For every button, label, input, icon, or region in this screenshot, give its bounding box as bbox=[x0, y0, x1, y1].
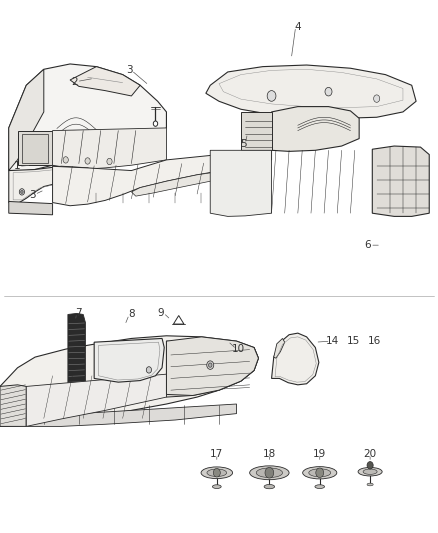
Polygon shape bbox=[210, 150, 272, 216]
Polygon shape bbox=[53, 150, 272, 206]
Circle shape bbox=[213, 469, 220, 477]
Polygon shape bbox=[9, 166, 96, 204]
Polygon shape bbox=[0, 336, 258, 426]
Text: 18: 18 bbox=[263, 449, 276, 459]
Circle shape bbox=[146, 367, 152, 373]
Text: 3: 3 bbox=[29, 190, 36, 199]
Polygon shape bbox=[26, 404, 237, 426]
Polygon shape bbox=[372, 146, 429, 216]
Circle shape bbox=[374, 95, 380, 102]
Polygon shape bbox=[0, 385, 26, 426]
Ellipse shape bbox=[367, 483, 373, 486]
Polygon shape bbox=[68, 313, 85, 392]
Text: 4: 4 bbox=[294, 22, 301, 31]
Circle shape bbox=[325, 87, 332, 96]
Circle shape bbox=[19, 189, 25, 195]
Polygon shape bbox=[166, 337, 258, 395]
Polygon shape bbox=[70, 67, 140, 96]
Circle shape bbox=[85, 158, 90, 164]
Circle shape bbox=[207, 361, 214, 369]
Polygon shape bbox=[94, 338, 164, 382]
Text: 6: 6 bbox=[364, 240, 371, 250]
Polygon shape bbox=[241, 112, 272, 150]
Polygon shape bbox=[206, 65, 416, 118]
Ellipse shape bbox=[264, 484, 275, 489]
Ellipse shape bbox=[212, 485, 221, 488]
Ellipse shape bbox=[358, 467, 382, 476]
Text: 15: 15 bbox=[347, 336, 360, 346]
Text: 3: 3 bbox=[126, 66, 133, 75]
Text: 5: 5 bbox=[240, 139, 247, 149]
Text: 16: 16 bbox=[368, 336, 381, 346]
Text: 14: 14 bbox=[326, 336, 339, 346]
Ellipse shape bbox=[363, 469, 377, 474]
Circle shape bbox=[208, 363, 212, 367]
Circle shape bbox=[21, 190, 23, 193]
Text: 2: 2 bbox=[71, 77, 78, 86]
Polygon shape bbox=[9, 64, 166, 172]
Text: 7: 7 bbox=[75, 308, 82, 318]
Text: 1: 1 bbox=[13, 161, 20, 171]
Ellipse shape bbox=[315, 485, 325, 488]
Circle shape bbox=[63, 157, 68, 163]
Polygon shape bbox=[22, 134, 48, 163]
Ellipse shape bbox=[207, 469, 227, 477]
Polygon shape bbox=[26, 374, 166, 426]
Text: 17: 17 bbox=[210, 449, 223, 459]
Circle shape bbox=[265, 467, 274, 478]
Polygon shape bbox=[274, 338, 285, 358]
Ellipse shape bbox=[250, 466, 289, 480]
Text: 19: 19 bbox=[313, 449, 326, 459]
Text: 9: 9 bbox=[158, 308, 165, 318]
Text: 20: 20 bbox=[364, 449, 377, 459]
Polygon shape bbox=[166, 341, 258, 397]
Circle shape bbox=[267, 91, 276, 101]
Polygon shape bbox=[9, 69, 44, 171]
Ellipse shape bbox=[309, 469, 331, 477]
Polygon shape bbox=[18, 131, 53, 165]
Polygon shape bbox=[53, 128, 166, 169]
Polygon shape bbox=[272, 107, 359, 151]
Text: 8: 8 bbox=[128, 310, 135, 319]
Ellipse shape bbox=[256, 468, 283, 478]
Text: 10: 10 bbox=[232, 344, 245, 354]
Circle shape bbox=[367, 462, 373, 469]
Circle shape bbox=[153, 121, 158, 126]
Circle shape bbox=[316, 468, 324, 478]
Polygon shape bbox=[9, 201, 53, 215]
Ellipse shape bbox=[201, 467, 233, 479]
Ellipse shape bbox=[303, 467, 337, 479]
Polygon shape bbox=[272, 333, 319, 385]
Circle shape bbox=[107, 158, 112, 165]
Polygon shape bbox=[131, 169, 228, 196]
